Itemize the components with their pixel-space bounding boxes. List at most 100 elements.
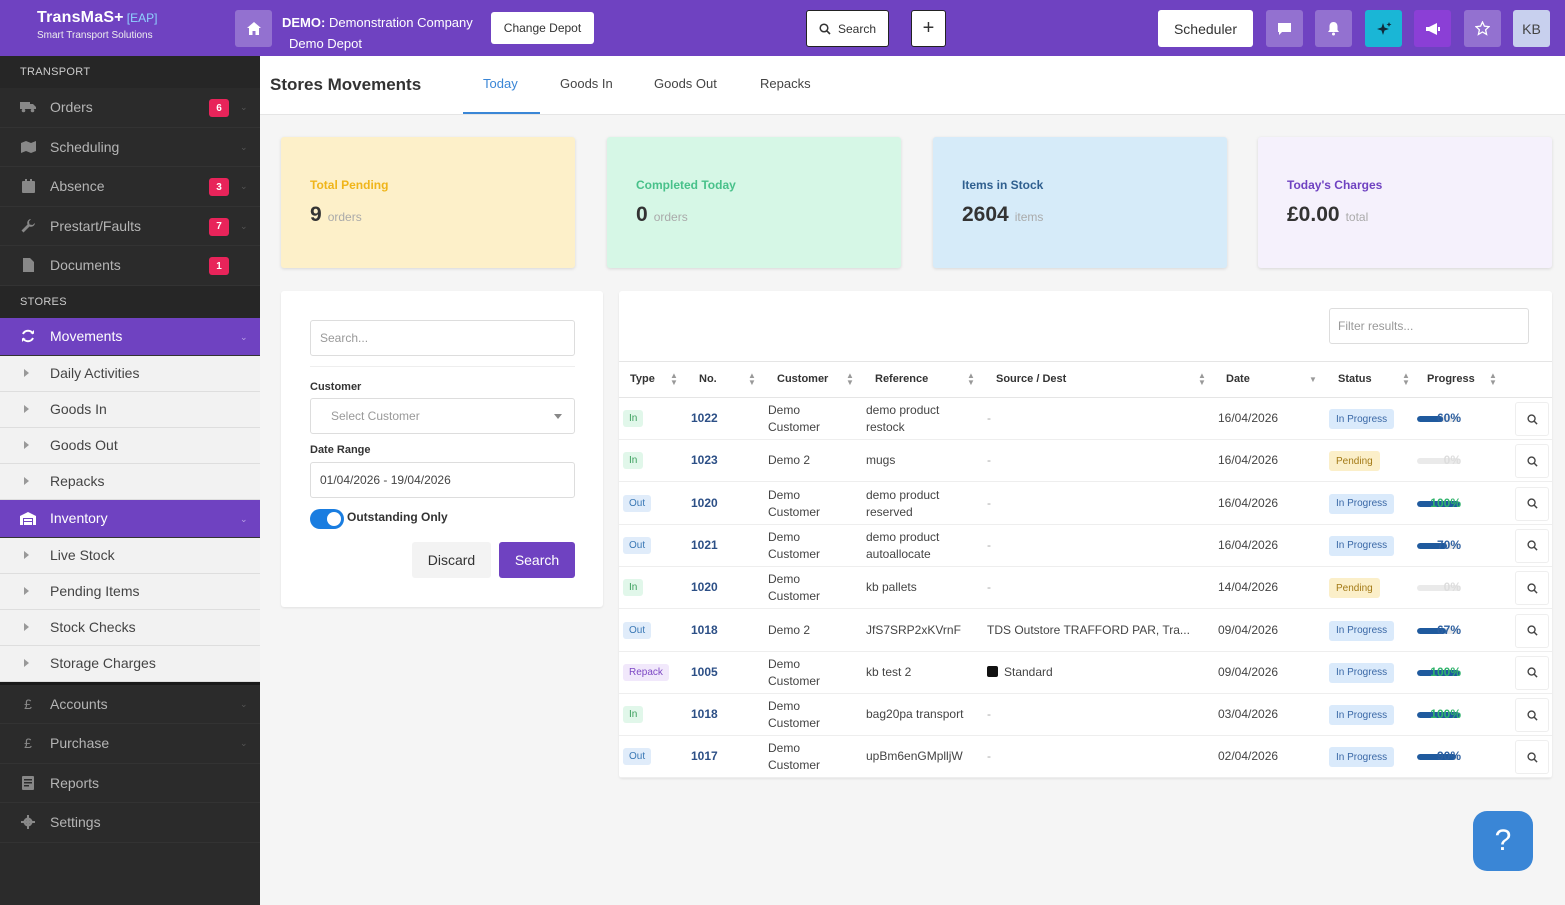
outstanding-only-toggle[interactable] <box>310 509 344 529</box>
table-row[interactable]: In 1022 Demo Customer demo product restock - 16… <box>619 398 1552 440</box>
view-row-button[interactable] <box>1515 655 1549 690</box>
customer-line: Customer <box>768 673 821 688</box>
table-row[interactable]: In 1023 Demo 2 mugs - 16/04/2026 Pending 0% <box>619 440 1552 483</box>
sidebar-item-label: Accounts <box>50 695 108 712</box>
order-number-link[interactable]: 1022 <box>691 411 718 425</box>
sidebar-subitem-live-stock[interactable]: Live Stock <box>0 537 260 574</box>
tab-today[interactable]: Today <box>483 76 518 91</box>
column-header-type[interactable]: Type <box>630 373 655 385</box>
view-row-button[interactable] <box>1515 402 1549 436</box>
type-badge: Out <box>623 621 652 639</box>
sort-icon[interactable]: ▲ ▼ <box>967 371 975 387</box>
progress-bar-fill <box>1417 542 1448 549</box>
search-input[interactable]: Search... <box>310 320 575 356</box>
sidebar-subitem-goods-in[interactable]: Goods In <box>0 391 260 428</box>
view-row-button[interactable] <box>1515 740 1549 775</box>
column-header-customer[interactable]: Customer <box>777 373 829 385</box>
chevron-down-icon: ⌄ <box>240 331 248 342</box>
user-avatar[interactable]: KB <box>1513 10 1550 47</box>
sidebar-item-movements[interactable]: Movements ⌄ <box>0 317 260 356</box>
sidebar-subitem-goods-out[interactable]: Goods Out <box>0 427 260 464</box>
change-depot-button[interactable]: Change Depot <box>491 12 594 44</box>
brand[interactable]: TransMaS+ [EAP] Smart Transport Solutions <box>37 9 157 41</box>
sort-icon[interactable]: ▲ ▼ <box>1402 371 1410 387</box>
view-row-button[interactable] <box>1515 698 1549 733</box>
discard-button[interactable]: Discard <box>412 542 491 578</box>
favourites-button[interactable] <box>1464 10 1501 47</box>
sidebar-item-prestart-faults[interactable]: Prestart/Faults 7 ⌄ <box>0 207 260 246</box>
top-bar: TransMaS+ [EAP] Smart Transport Solutions… <box>0 0 1565 56</box>
tab-goods-out[interactable]: Goods Out <box>654 76 717 91</box>
column-header-date[interactable]: Date <box>1226 373 1250 385</box>
sidebar-item-settings[interactable]: Settings <box>0 803 260 843</box>
sidebar-item-scheduling[interactable]: Scheduling ⌄ <box>0 128 260 167</box>
customer-line: Demo 2 <box>768 453 811 468</box>
sort-icon[interactable]: ▲ ▼ <box>748 371 756 387</box>
sort-icon[interactable]: ▲ ▼ <box>1198 371 1206 387</box>
global-search-button[interactable]: Search <box>806 10 889 47</box>
date-cell: 09/04/2026 <box>1218 622 1279 637</box>
scheduler-button[interactable]: Scheduler <box>1158 10 1253 47</box>
sort-icon[interactable]: ▲ ▼ <box>846 371 854 387</box>
column-header-status[interactable]: Status <box>1338 373 1372 385</box>
customer-line: Demo <box>768 572 801 587</box>
view-row-button[interactable] <box>1515 486 1549 521</box>
order-number-link[interactable]: 1005 <box>691 664 718 679</box>
messages-button[interactable] <box>1266 10 1303 47</box>
date-range-input[interactable]: 01/04/2026 - 19/04/2026 <box>310 462 575 498</box>
column-header-progress[interactable]: Progress <box>1427 373 1475 385</box>
sidebar-item-reports[interactable]: Reports <box>0 764 260 803</box>
source-dest-value: - <box>987 749 991 764</box>
sidebar-subitem-daily-activities[interactable]: Daily Activities <box>0 355 260 392</box>
sidebar-item-purchase[interactable]: £ Purchase ⌄ <box>0 724 260 764</box>
table-row[interactable]: In 1020 Demo Customer kb pallets - 14/04/2026 P… <box>619 567 1552 610</box>
sidebar-item-accounts[interactable]: £ Accounts ⌄ <box>0 685 260 724</box>
sidebar-subitem-repacks[interactable]: Repacks <box>0 463 260 500</box>
sidebar-subitem-stock-checks[interactable]: Stock Checks <box>0 609 260 646</box>
order-number-link[interactable]: 1018 <box>691 622 718 637</box>
progress-percent: 0% <box>1443 453 1461 468</box>
table-row[interactable]: In 1018 Demo Customer bag20pa transport - 03/0… <box>619 694 1552 737</box>
customer-select[interactable]: Select Customer <box>310 398 575 434</box>
order-number-link[interactable]: 1021 <box>691 537 718 552</box>
sort-icon[interactable]: ▲ ▼ <box>670 371 678 387</box>
reference-line: upBm6enGMplljW <box>866 749 963 764</box>
order-number-link[interactable]: 1017 <box>691 749 718 764</box>
add-button[interactable]: + <box>911 10 946 47</box>
view-row-button[interactable] <box>1515 571 1549 606</box>
sort-icon[interactable]: ▲ ▼ <box>1489 371 1497 387</box>
tab-goods-in[interactable]: Goods In <box>560 76 613 91</box>
sort-desc-icon[interactable]: ▼ <box>1309 375 1317 384</box>
search-button[interactable]: Search <box>499 542 575 578</box>
announcements-button[interactable] <box>1414 10 1451 47</box>
view-row-button[interactable] <box>1515 444 1549 479</box>
customer-cell: Demo Customer <box>768 740 820 774</box>
column-header-source-dest[interactable]: Source / Dest <box>996 373 1067 385</box>
sidebar-item-absence[interactable]: Absence 3 ⌄ <box>0 167 260 207</box>
order-number-link[interactable]: 1023 <box>691 453 718 468</box>
sidebar-item-inventory[interactable]: Inventory ⌄ <box>0 499 260 538</box>
filter-results-input[interactable]: Filter results... <box>1329 308 1529 344</box>
tab-repacks[interactable]: Repacks <box>760 76 811 91</box>
table-row[interactable]: Out 1020 Demo Customer demo product reserved -… <box>619 483 1552 525</box>
order-number-link[interactable]: 1020 <box>691 495 718 510</box>
view-row-button[interactable] <box>1515 528 1549 563</box>
order-number-link[interactable]: 1020 <box>691 580 718 595</box>
help-button[interactable]: ? <box>1473 811 1533 871</box>
sidebar-item-orders[interactable]: Orders 6 ⌄ <box>0 88 260 128</box>
view-row-button[interactable] <box>1515 613 1549 648</box>
ai-assistant-button[interactable] <box>1365 10 1402 47</box>
order-number-link[interactable]: 1018 <box>691 707 718 722</box>
table-row[interactable]: Out 1018 Demo 2 JfS7SRP2xKVrnF TDS Outstore … <box>619 610 1552 652</box>
sidebar-item-documents[interactable]: Documents 1 <box>0 246 260 286</box>
table-row[interactable]: Out 1017 Demo Customer upBm6enGMplljW - 02/04/… <box>619 736 1552 779</box>
notifications-button[interactable] <box>1315 10 1352 47</box>
table-row[interactable]: Repack 1005 Demo Customer kb test 2 Standard 0… <box>619 652 1552 694</box>
sidebar-subitem-storage-charges[interactable]: Storage Charges <box>0 645 260 682</box>
column-header-reference[interactable]: Reference <box>875 373 929 385</box>
table-row[interactable]: Out 1021 Demo Customer demo product autoalloc… <box>619 525 1552 567</box>
column-header-no[interactable]: No. <box>699 373 717 385</box>
home-button[interactable] <box>235 10 272 47</box>
sidebar-subitem-pending-items[interactable]: Pending Items <box>0 573 260 610</box>
customer-cell: Demo 2 <box>768 452 810 469</box>
